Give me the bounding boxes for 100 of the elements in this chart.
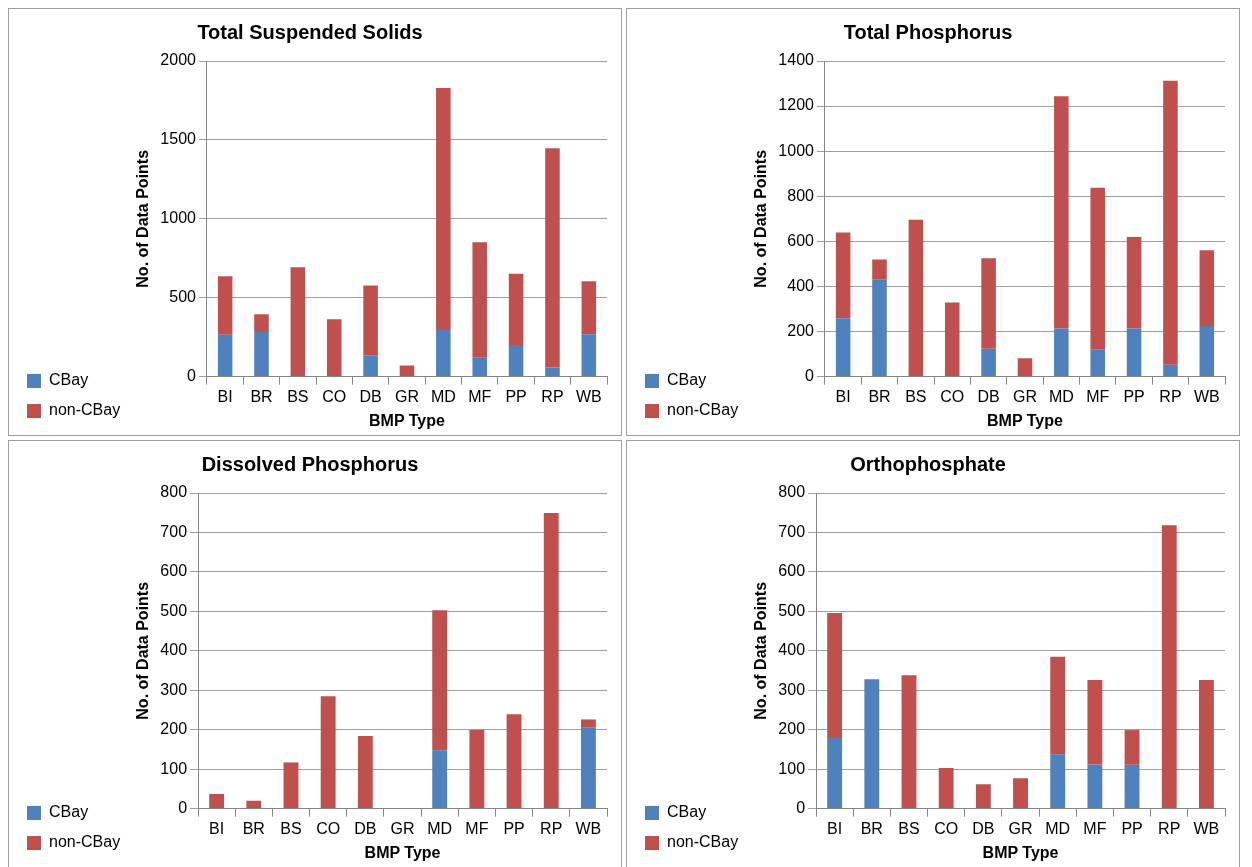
bar — [283, 762, 299, 809]
y-tick-label: 1500 — [160, 130, 197, 148]
x-tick-label: MD — [427, 819, 453, 837]
x-tick-label: BI — [217, 387, 233, 405]
x-axis-title: BMP Type — [982, 843, 1059, 861]
bar — [1017, 358, 1033, 377]
bar — [432, 750, 448, 809]
y-tick-label: 300 — [160, 680, 188, 698]
bar — [827, 737, 843, 809]
x-tick-label: MF — [465, 819, 489, 837]
bar — [1199, 326, 1215, 377]
y-axis-title: No. of Data Points — [752, 581, 770, 720]
bar — [506, 714, 522, 809]
x-tick-label: RP — [1159, 387, 1182, 405]
bar — [545, 148, 560, 368]
x-tick-label: MF — [1086, 387, 1110, 405]
bar — [436, 329, 451, 377]
bar — [1054, 96, 1069, 329]
bar — [357, 736, 373, 809]
bar — [827, 612, 843, 738]
bar — [326, 319, 342, 377]
y-tick-label: 1400 — [778, 51, 815, 69]
y-tick-label: 300 — [778, 680, 806, 698]
bar — [872, 279, 887, 377]
y-tick-label: 600 — [778, 562, 806, 580]
bar — [835, 232, 851, 319]
bar — [399, 365, 415, 377]
x-tick-label: BS — [287, 387, 309, 405]
y-tick-label: 500 — [160, 601, 188, 619]
bar — [580, 727, 596, 809]
bar — [1013, 778, 1028, 809]
y-tick-label: 0 — [796, 799, 806, 817]
bar — [901, 675, 917, 809]
x-tick-label: DB — [977, 387, 1000, 405]
bar — [217, 276, 233, 335]
y-tick-label: 200 — [787, 321, 815, 339]
x-tick-label: WB — [1193, 387, 1220, 405]
bar — [363, 285, 378, 356]
y-tick-label: 100 — [778, 759, 806, 777]
y-tick-label: 1000 — [778, 141, 815, 159]
x-tick-label: BS — [280, 819, 302, 837]
bar — [472, 242, 487, 358]
x-tick-label: MD — [430, 387, 456, 405]
y-tick-label: 2000 — [160, 51, 197, 69]
y-tick-label: 1000 — [160, 209, 197, 227]
bar — [290, 267, 306, 377]
legend-label: CBay — [667, 371, 707, 389]
bar — [581, 281, 597, 335]
legend-label: non-CBay — [49, 833, 121, 851]
y-tick-label: 400 — [787, 276, 815, 294]
bar — [1054, 328, 1069, 377]
x-tick-label: MF — [468, 387, 492, 405]
x-tick-label: WB — [575, 387, 602, 405]
bar — [872, 259, 887, 280]
bar — [908, 219, 924, 377]
bar — [1050, 754, 1066, 809]
x-axis-title: BMP Type — [987, 411, 1063, 429]
y-tick-label: 800 — [160, 483, 188, 501]
x-tick-label: BR — [242, 819, 265, 837]
y-tick-label: 200 — [160, 720, 188, 738]
y-tick-label: 100 — [160, 759, 188, 777]
bar — [975, 784, 991, 809]
bar — [432, 610, 448, 751]
x-tick-label: BS — [905, 387, 927, 405]
x-tick-label: GR — [390, 819, 415, 837]
x-tick-label: PP — [1123, 387, 1145, 405]
x-tick-label: CO — [940, 387, 965, 405]
bar — [1124, 730, 1140, 765]
bar — [938, 767, 954, 809]
x-tick-label: RP — [541, 387, 564, 405]
bar — [363, 355, 378, 377]
bar — [835, 318, 851, 377]
y-tick-label: 0 — [805, 367, 815, 385]
bar — [436, 87, 451, 330]
bar — [1161, 525, 1177, 809]
bar — [545, 367, 560, 377]
y-tick-label: 200 — [778, 720, 806, 738]
x-tick-label: BI — [209, 819, 225, 837]
bar — [472, 357, 487, 377]
y-tick-label: 700 — [778, 522, 806, 540]
bar — [1090, 349, 1105, 377]
bar — [246, 800, 262, 809]
y-tick-label: 400 — [160, 641, 188, 659]
x-tick-label: BR — [860, 819, 883, 837]
x-tick-label: WB — [1193, 819, 1220, 837]
bar — [508, 345, 524, 377]
x-tick-label: PP — [505, 387, 527, 405]
y-tick-label: 500 — [778, 601, 806, 619]
x-tick-label: DB — [972, 819, 995, 837]
x-tick-label: CO — [322, 387, 347, 405]
x-tick-label: RP — [1158, 819, 1181, 837]
chart-title: Orthophosphate — [850, 452, 1006, 475]
legend-label: CBay — [49, 371, 89, 389]
y-tick-label: 600 — [160, 562, 188, 580]
bar — [580, 719, 596, 728]
x-tick-label: PP — [1121, 819, 1143, 837]
y-axis-title: No. of Data Points — [134, 581, 152, 720]
bar — [944, 302, 960, 377]
legend-label: non-CBay — [667, 833, 739, 851]
x-tick-label: PP — [503, 819, 525, 837]
